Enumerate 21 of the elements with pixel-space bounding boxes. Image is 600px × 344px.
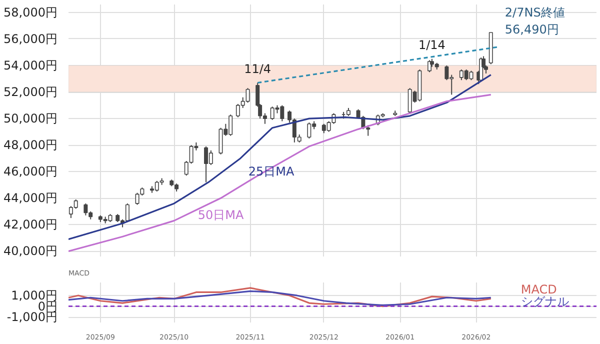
annotation: 2/7NS終値 56,490円	[504, 6, 565, 36]
y-tick-label: 56,000円	[4, 32, 58, 46]
annotation: 1/14	[418, 38, 446, 52]
y-tick-label: 44,000円	[4, 191, 58, 206]
y-tick-label: 1,000円	[11, 288, 58, 302]
text: MACD	[520, 282, 557, 297]
y-tick-label: 54,000円	[4, 58, 58, 73]
annotation: 11/4	[244, 62, 272, 76]
text: シグナル	[520, 294, 569, 309]
y-tick-label: 48,000円	[4, 138, 58, 152]
series-label: 50日MA	[198, 208, 244, 222]
y-tick-label: 52,000円	[4, 85, 58, 100]
y-tick-label: 58,000円	[4, 5, 58, 20]
candlestick	[366, 124, 370, 136]
y-tick-label: 46,000円	[4, 164, 58, 179]
line-series	[68, 94, 492, 252]
y-tick-label: 42,000円	[4, 218, 58, 232]
y-tick-label: -1,000円	[6, 310, 58, 324]
y-tick-label: 40,000円	[4, 244, 58, 258]
y-tick-label: 50,000円	[4, 112, 58, 126]
line-series	[68, 74, 492, 240]
